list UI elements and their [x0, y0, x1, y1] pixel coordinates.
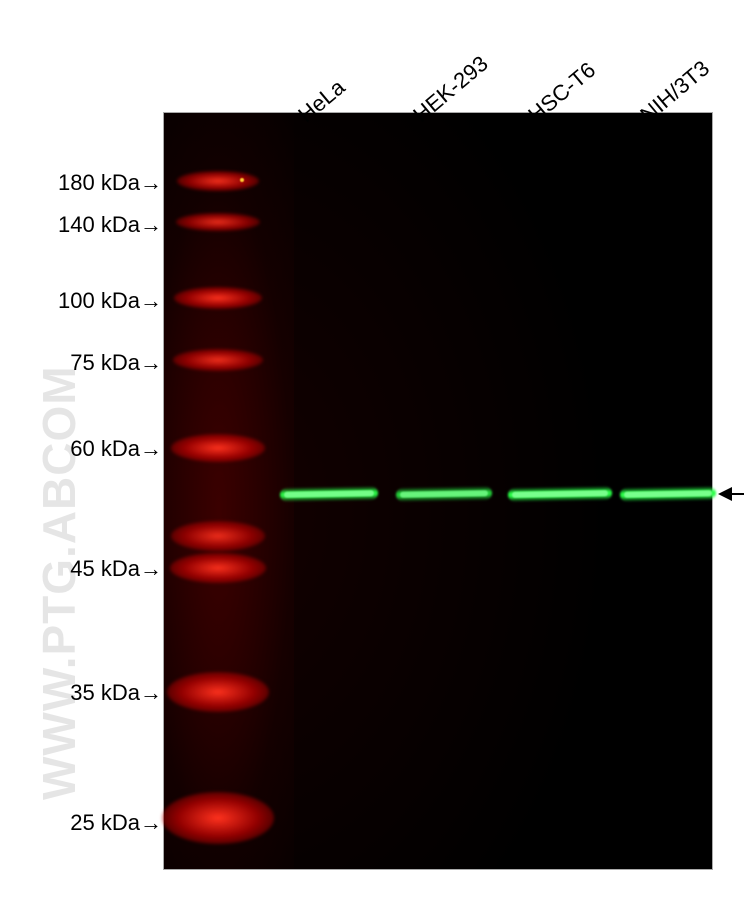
watermark-text: WWW.PTG.ABCOM — [32, 365, 86, 800]
ladder-band — [162, 792, 274, 844]
ladder-band — [174, 287, 262, 309]
mw-label: 140 kDa→ — [58, 212, 162, 238]
mw-label: 45 kDa→ — [70, 556, 162, 582]
mw-label: 35 kDa→ — [70, 680, 162, 706]
ladder-band — [167, 672, 269, 712]
artifact-fleck — [240, 178, 244, 182]
western-blot-figure: WWW.PTG.ABCOM 180 kDa→ 140 kDa→ 100 kDa→… — [0, 0, 750, 903]
ladder-band — [170, 553, 266, 583]
mw-label: 60 kDa→ — [70, 436, 162, 462]
ladder-band — [176, 213, 260, 231]
target-arrow-icon — [718, 487, 732, 501]
mw-label: 75 kDa→ — [70, 350, 162, 376]
mw-label: 25 kDa→ — [70, 810, 162, 836]
ladder-band — [177, 171, 259, 191]
ladder-band — [173, 349, 263, 371]
ladder-band — [171, 521, 265, 551]
mw-label: 180 kDa→ — [58, 170, 162, 196]
ladder-band — [171, 434, 265, 462]
mw-label: 100 kDa→ — [58, 288, 162, 314]
target-arrow-icon — [732, 493, 744, 495]
